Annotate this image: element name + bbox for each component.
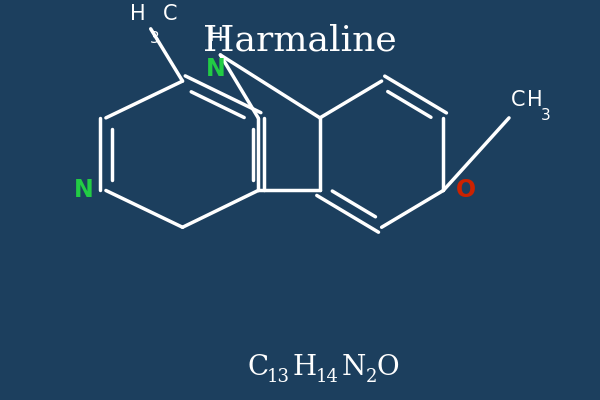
Text: 2: 2	[366, 368, 377, 386]
Text: N: N	[206, 57, 225, 81]
Text: C: C	[511, 90, 526, 110]
Text: H: H	[130, 4, 146, 24]
Text: 3: 3	[149, 31, 160, 46]
Text: N: N	[74, 178, 94, 202]
Text: 3: 3	[541, 108, 551, 124]
Text: H: H	[527, 90, 542, 110]
Text: C: C	[248, 354, 269, 381]
Text: N: N	[341, 354, 366, 381]
Text: 13: 13	[266, 368, 290, 386]
Text: C: C	[163, 4, 177, 24]
Text: O: O	[376, 354, 399, 381]
Text: Harmaline: Harmaline	[203, 24, 397, 58]
Text: H: H	[293, 354, 317, 381]
Text: H: H	[208, 26, 223, 45]
Text: O: O	[456, 178, 476, 202]
Text: 14: 14	[316, 368, 338, 386]
